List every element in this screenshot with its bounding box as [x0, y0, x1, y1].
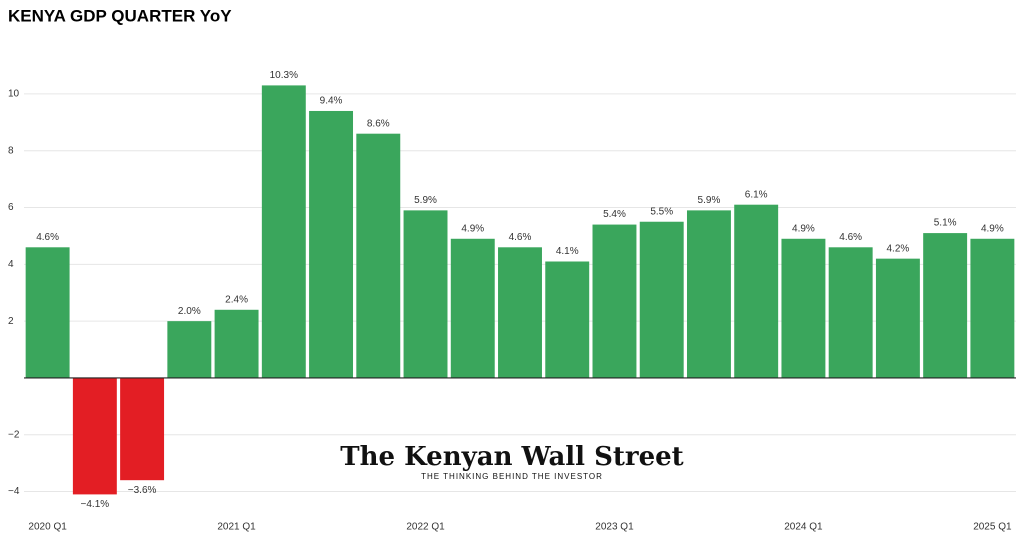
bar	[545, 261, 590, 378]
value-label: 5.9%	[698, 195, 721, 206]
value-label: 2.0%	[178, 306, 201, 317]
value-label: 9.4%	[320, 96, 343, 107]
y-tick-label: 2	[8, 316, 14, 327]
watermark-title: The Kenyan Wall Street	[340, 442, 683, 472]
y-tick-label: 8	[8, 145, 14, 156]
bar	[875, 258, 920, 378]
value-label: 4.9%	[461, 223, 484, 234]
bar	[72, 377, 117, 495]
value-label: 4.6%	[839, 232, 862, 243]
chart-title: KENYA GDP QUARTER YoY	[8, 6, 232, 25]
y-tick-label: −2	[8, 429, 20, 440]
value-label: 5.9%	[414, 195, 437, 206]
bar	[734, 204, 779, 378]
value-label: 4.6%	[509, 232, 532, 243]
value-label: 5.1%	[934, 218, 957, 229]
value-label: −4.1%	[81, 499, 110, 510]
y-tick-label: 6	[8, 202, 14, 213]
value-label: 5.5%	[650, 206, 673, 217]
value-label: 2.4%	[225, 294, 248, 305]
bar	[261, 85, 306, 378]
watermark-tagline: THE THINKING BEHIND THE INVESTOR	[421, 472, 603, 481]
y-tick-label: −4	[8, 486, 20, 497]
bar	[592, 224, 637, 378]
x-tick-label: 2025 Q1	[973, 522, 1012, 533]
value-label: 10.3%	[270, 70, 298, 81]
bar	[309, 110, 354, 378]
bar	[498, 247, 542, 378]
x-tick-label: 2020 Q1	[28, 522, 67, 533]
x-tick-label: 2022 Q1	[406, 522, 445, 533]
bar	[403, 210, 448, 378]
value-label: 6.1%	[745, 189, 768, 200]
value-label: 4.1%	[556, 246, 579, 257]
y-tick-label: 10	[8, 89, 20, 100]
bar	[923, 233, 968, 378]
value-label: 4.6%	[36, 232, 59, 243]
y-tick-label: 4	[8, 259, 14, 270]
bar	[167, 321, 212, 378]
bar	[686, 210, 731, 378]
bar	[25, 247, 70, 378]
x-tick-label: 2021 Q1	[217, 522, 256, 533]
bar	[356, 133, 401, 378]
value-label: 4.2%	[887, 243, 910, 254]
value-label: 4.9%	[981, 223, 1004, 234]
x-tick-label: 2024 Q1	[784, 522, 823, 533]
bar	[828, 247, 873, 378]
bar	[450, 238, 495, 378]
bar	[639, 221, 684, 378]
bar	[214, 309, 259, 378]
value-label: 8.6%	[367, 118, 390, 129]
bar	[781, 238, 826, 378]
value-label: 4.9%	[792, 223, 815, 234]
value-label: 5.4%	[603, 209, 626, 220]
x-tick-label: 2023 Q1	[595, 522, 634, 533]
value-label: −3.6%	[128, 485, 157, 496]
bar	[120, 377, 165, 481]
bar	[970, 238, 1015, 378]
